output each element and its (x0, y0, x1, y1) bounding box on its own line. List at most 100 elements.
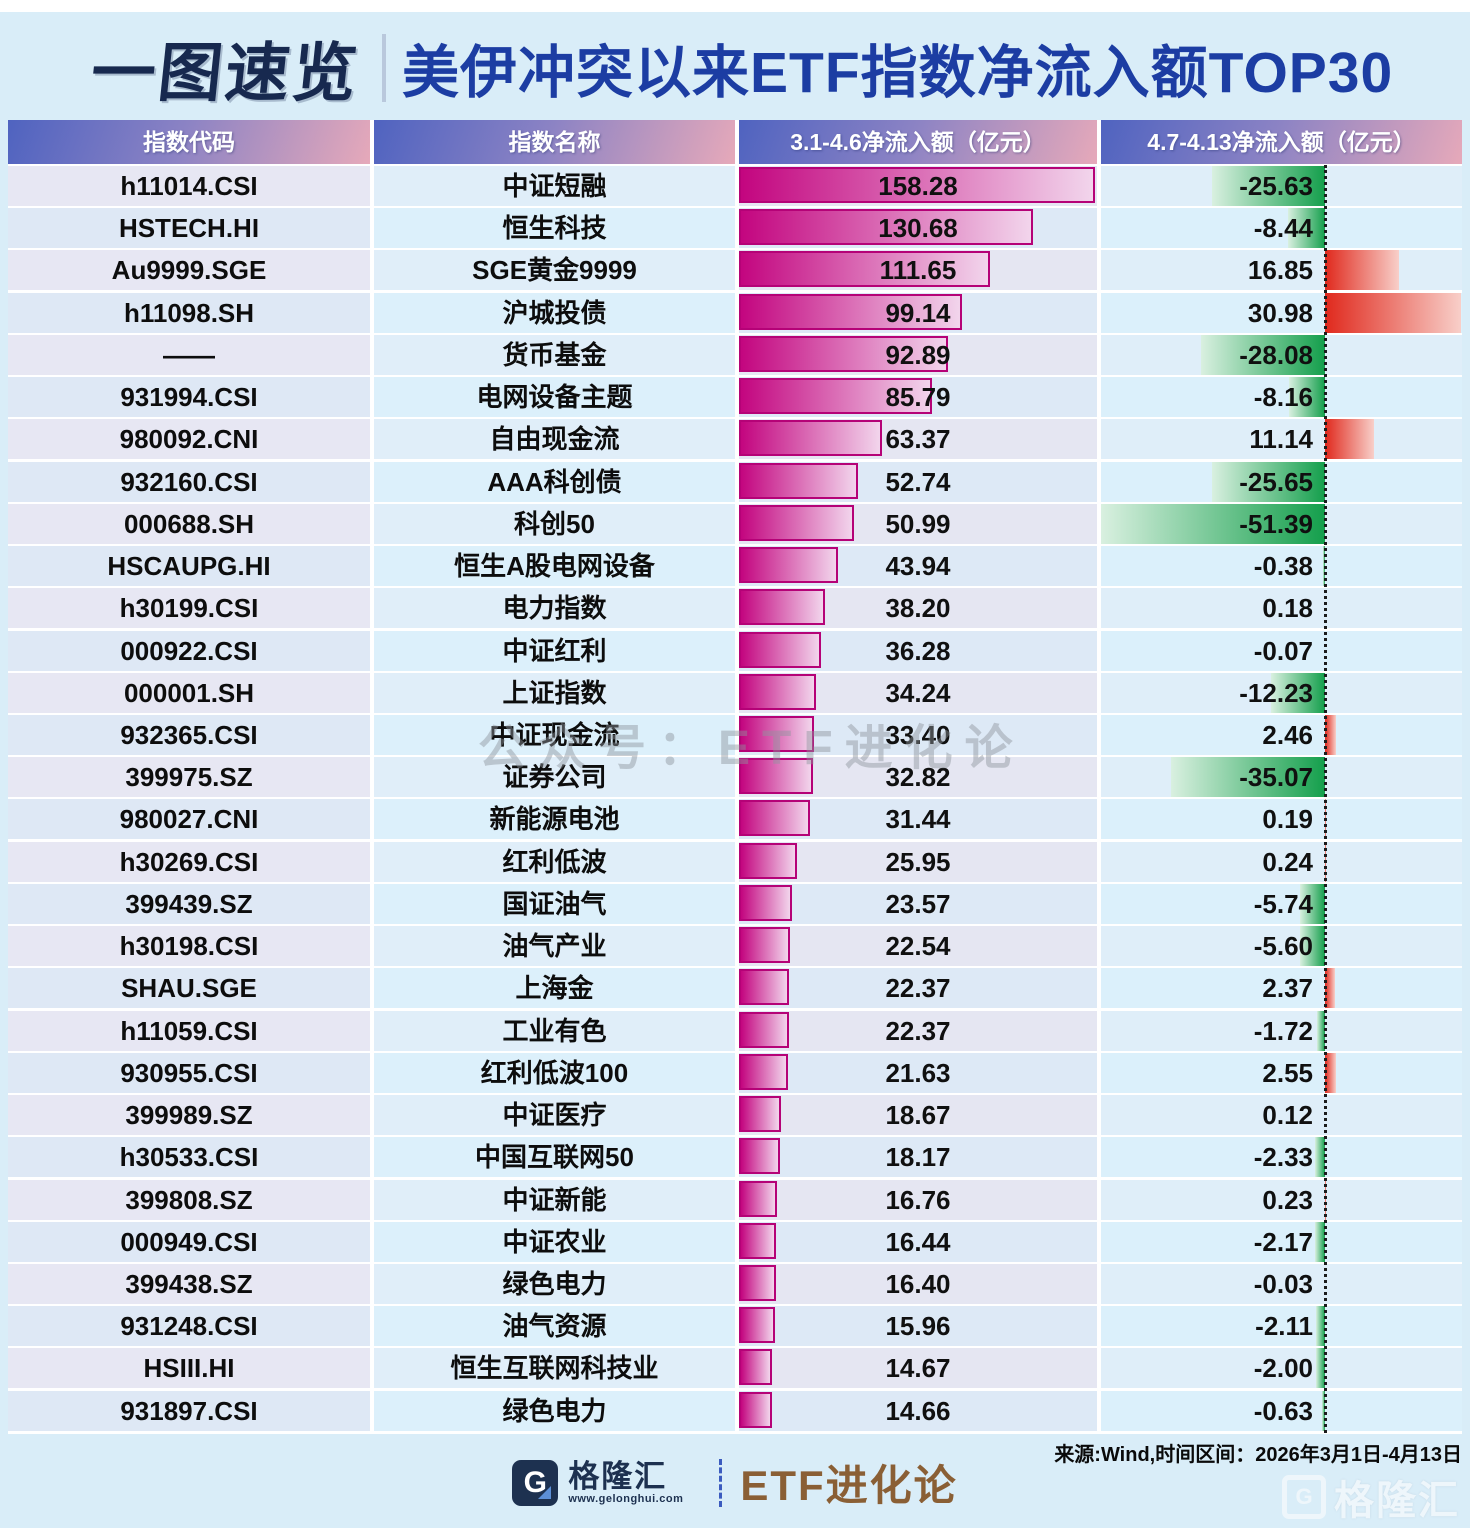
index-code-cell: 399438.SZ (8, 1263, 370, 1304)
index-code-cell: 980027.CNI (8, 799, 370, 840)
inflow-bar-period1 (739, 1053, 788, 1090)
flow-period2-value: -25.65 (1239, 466, 1313, 497)
index-code-cell: 931994.CSI (8, 377, 370, 418)
index-name-cell: 中证医疗 (374, 1095, 735, 1136)
inflow-bar-period2 (1315, 1221, 1325, 1262)
flow-period1-value: 25.95 (885, 846, 951, 877)
flow-period2-value: 0.18 (1262, 593, 1313, 624)
flow-period1-cell: 16.40 (739, 1263, 1097, 1304)
flow-period1-value: 32.82 (885, 762, 951, 793)
index-code-cell: h30269.CSI (8, 841, 370, 882)
flow-period1-value: 22.37 (885, 973, 951, 1004)
center-watermark: 公众号：ETF进化论 (478, 722, 1025, 775)
flow-period1-cell: 18.17 (739, 1137, 1097, 1178)
flow-period2-cell: -12.23 (1101, 672, 1462, 713)
inflow-bar-period1 (739, 1222, 776, 1259)
index-code-cell: h30199.CSI (8, 588, 370, 629)
inflow-bar-period2 (1271, 672, 1325, 713)
flow-period1-cell: 18.67 (739, 1095, 1097, 1136)
inflow-bar-period2 (1325, 250, 1400, 291)
gelonghui-logo-text: 格隆汇 www.gelonghui.com (568, 1460, 683, 1505)
flow-period1-value: 16.76 (885, 1184, 951, 1215)
index-name-cell: 国证油气 (374, 883, 735, 924)
index-name-cell: SGE黄金9999 (374, 250, 735, 291)
title-main-text: 美伊冲突以来ETF指数净流入额TOP30 (402, 41, 1394, 105)
bottom-right-watermark: G 格隆汇 (1282, 1468, 1460, 1526)
flow-period1-value: 18.67 (885, 1100, 951, 1131)
flow-period1-cell: 15.96 (739, 1306, 1097, 1347)
index-name-cell: 油气资源 (374, 1306, 735, 1347)
index-code-cell: 931897.CSI (8, 1390, 370, 1431)
index-name-cell: 自由现金流 (374, 419, 735, 460)
inflow-bar-period2 (1325, 968, 1336, 1009)
index-name-cell: 红利低波 (374, 841, 735, 882)
inflow-bar-period1 (739, 251, 991, 288)
flow-period1-value: 33.40 (885, 719, 951, 750)
flow-period1-cell: 32.82 (739, 757, 1097, 798)
flow-period2-cell: 0.18 (1101, 588, 1462, 629)
flow-period2-value: 0.19 (1262, 804, 1313, 835)
flow-period2-cell: 0.23 (1101, 1179, 1462, 1220)
column-header-flow-period1: 3.1-4.6净流入额（亿元） (739, 120, 1097, 164)
flow-period1-cell: 22.37 (739, 968, 1097, 1009)
index-name-cell: 沪城投债 (374, 292, 735, 333)
flow-period2-value: 2.37 (1262, 973, 1313, 1004)
index-name-cell: 绿色电力 (374, 1390, 735, 1431)
flow-period2-cell: 2.55 (1101, 1052, 1462, 1093)
flow-period2-value: -12.23 (1239, 677, 1313, 708)
flow-period1-cell: 22.54 (739, 926, 1097, 967)
inflow-bar-period2 (1322, 1390, 1325, 1431)
flow-period2-value: -2.33 (1253, 1142, 1313, 1173)
flow-period2-cell: -0.38 (1101, 546, 1462, 587)
flow-period1-cell: 16.76 (739, 1179, 1097, 1220)
flow-period2-cell: -35.07 (1101, 757, 1462, 798)
flow-period1-value: 31.44 (885, 804, 951, 835)
inflow-bar-period1 (739, 927, 790, 964)
flow-period1-value: 52.74 (885, 466, 951, 497)
inflow-bar-period1 (739, 842, 798, 879)
index-code-cell: 399808.SZ (8, 1179, 370, 1220)
flow-period2-cell: -2.17 (1101, 1221, 1462, 1262)
inflow-bar-period2 (1212, 461, 1325, 502)
index-code-cell: h30198.CSI (8, 926, 370, 967)
gelonghui-g-glyph: G (523, 1465, 547, 1499)
flow-period2-value: -2.11 (1255, 1311, 1313, 1342)
watermark-g-glyph: G (1295, 1484, 1313, 1509)
index-code-cell: HSTECH.HI (8, 208, 370, 249)
flow-period2-value: -0.07 (1253, 635, 1313, 666)
watermark-g-icon: G (1282, 1475, 1326, 1519)
inflow-bar-period1 (739, 1349, 772, 1386)
index-name-cell: 上海金 (374, 968, 735, 1009)
gelonghui-logo-icon: G (512, 1459, 559, 1506)
index-code-cell: h11059.CSI (8, 1010, 370, 1051)
flow-period2-cell: -0.03 (1101, 1263, 1462, 1304)
inflow-bar-period1 (739, 1264, 776, 1301)
index-code-cell: 000001.SH (8, 672, 370, 713)
inflow-bar-period1 (739, 462, 858, 499)
footer-logos: G 格隆汇 www.gelonghui.com ETF进化论 (0, 1452, 1470, 1513)
page-title: 一图速览 美伊冲突以来ETF指数净流入额TOP30 (88, 26, 1394, 110)
inflow-bar-period2 (1317, 1010, 1325, 1051)
flow-period1-cell: 25.95 (739, 841, 1097, 882)
inflow-bar-period1 (739, 335, 948, 372)
flow-period1-cell: 158.28 (739, 166, 1097, 206)
flow-period2-cell: 2.37 (1101, 968, 1462, 1009)
flow-period1-cell: 14.67 (739, 1348, 1097, 1389)
index-name-cell: 油气产业 (374, 926, 735, 967)
index-code-cell: —— (8, 334, 370, 375)
index-name-cell: 中证短融 (374, 166, 735, 206)
flow-period1-cell: 99.14 (739, 292, 1097, 333)
flow-period2-cell: -2.33 (1101, 1137, 1462, 1178)
index-code-cell: SHAU.SGE (8, 968, 370, 1009)
inflow-bar-period2 (1315, 1306, 1325, 1347)
flow-period2-cell: 30.98 (1101, 292, 1462, 333)
flow-period2-cell: 2.46 (1101, 714, 1462, 755)
inflow-bar-period2 (1287, 208, 1325, 249)
flow-period1-cell: 38.20 (739, 588, 1097, 629)
flow-period2-cell: 11.14 (1101, 419, 1462, 460)
index-name-cell: 中国互联网50 (374, 1137, 735, 1178)
flow-period1-cell: 23.57 (739, 883, 1097, 924)
index-code-cell: 980092.CNI (8, 419, 370, 460)
index-name-cell: 新能源电池 (374, 799, 735, 840)
flow-period1-cell: 33.40 (739, 714, 1097, 755)
